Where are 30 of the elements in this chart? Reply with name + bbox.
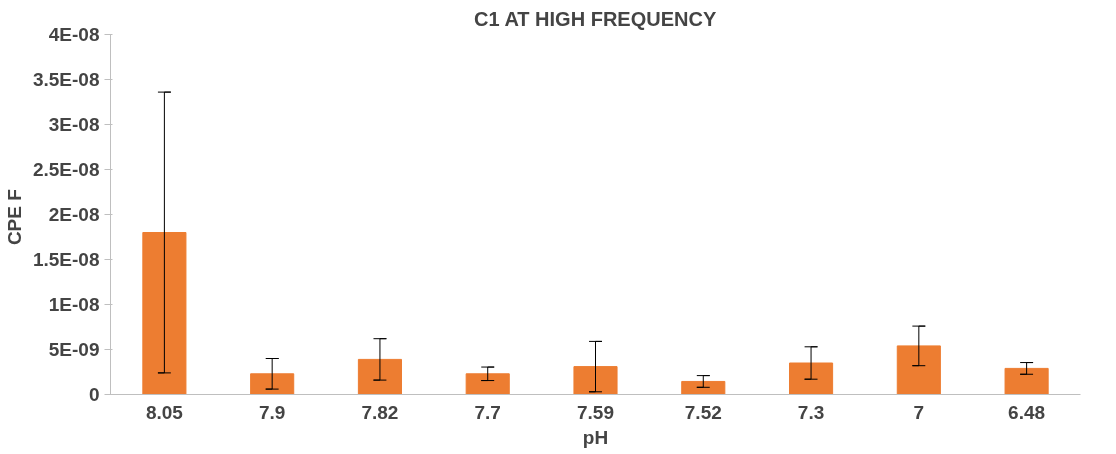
x-tick-label: 7.3 — [797, 401, 825, 423]
y-tick-label: 1.5E-08 — [32, 249, 100, 270]
x-tick-label: 8.05 — [145, 401, 184, 423]
y-tick-label: 5E-09 — [48, 339, 100, 360]
x-tick-label: 7.52 — [684, 401, 722, 423]
y-tick-label: 0 — [88, 384, 100, 405]
y-tick-label: 3E-08 — [48, 114, 100, 135]
bar — [142, 232, 187, 395]
bar — [357, 358, 402, 395]
bar — [465, 373, 510, 395]
y-tick-label: 4E-08 — [48, 24, 100, 45]
x-tick-label: 7 — [913, 401, 925, 423]
bar — [573, 366, 618, 395]
y-tick-label: 1E-08 — [48, 294, 100, 315]
x-axis-title: pH — [582, 426, 609, 448]
bar — [681, 380, 726, 395]
bar — [896, 345, 941, 395]
bar — [250, 373, 295, 395]
chart-title: C1 AT HIGH FREQUENCY — [474, 7, 717, 30]
bar — [1004, 367, 1049, 395]
x-tick-label: 7.9 — [258, 401, 286, 423]
x-tick-label: 7.7 — [474, 401, 501, 423]
y-axis-title: CPE F — [3, 189, 25, 246]
y-tick-label: 3.5E-08 — [32, 69, 100, 90]
x-tick-label: 7.59 — [577, 401, 614, 423]
x-tick-label: 7.82 — [361, 401, 399, 423]
y-tick-label: 2.5E-08 — [32, 159, 100, 180]
x-tick-label: 6.48 — [1008, 401, 1046, 423]
bar — [789, 362, 834, 395]
y-tick-label: 2E-08 — [48, 204, 100, 225]
